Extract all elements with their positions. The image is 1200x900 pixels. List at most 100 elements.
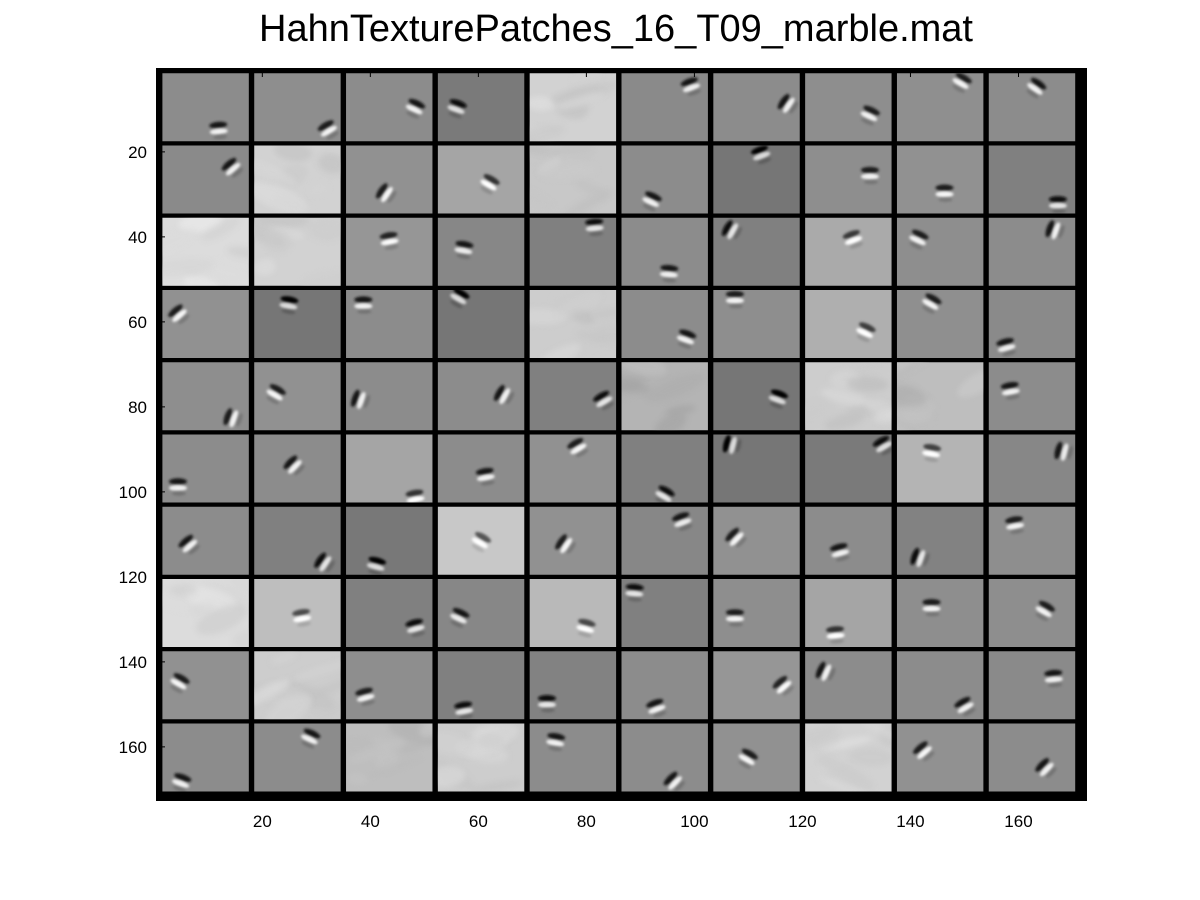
texture-streak xyxy=(865,400,892,419)
texture-streak xyxy=(232,630,249,647)
gabor-blob xyxy=(725,527,747,548)
gabor-blob xyxy=(1026,77,1047,99)
patch-background xyxy=(621,723,708,792)
gabor-blob xyxy=(480,174,500,195)
patch-background xyxy=(621,290,708,358)
texture-streak xyxy=(896,420,912,431)
texture-streak xyxy=(256,217,310,228)
gabor-blob xyxy=(266,384,286,405)
patch-r4-c5 xyxy=(529,290,617,358)
patch-r8-c7 xyxy=(713,579,800,647)
texture-streak xyxy=(254,679,291,710)
patch-background xyxy=(621,73,708,142)
texture-streak xyxy=(226,246,249,259)
patch-background xyxy=(437,651,525,720)
patch-background xyxy=(346,506,433,575)
axes-frame xyxy=(156,68,1087,801)
patch-r5-c10 xyxy=(988,362,1076,431)
patch-background xyxy=(896,434,984,503)
gabor-blob xyxy=(178,534,200,555)
y-tick-label: 80 xyxy=(128,398,147,417)
gabor-blob xyxy=(860,166,879,185)
patch-r4-c1 xyxy=(162,290,249,358)
patch-r8-c10 xyxy=(988,579,1076,647)
texture-streak xyxy=(805,725,837,751)
patch-r1-c4 xyxy=(437,73,525,142)
texture-streak xyxy=(169,584,198,597)
patch-background xyxy=(988,434,1076,503)
patch-background xyxy=(988,506,1076,575)
gabor-blob xyxy=(567,437,589,458)
patch-r1-c1 xyxy=(162,73,249,142)
gabor-blob xyxy=(680,77,701,96)
texture-streak xyxy=(196,604,248,635)
patch-r3-c9 xyxy=(896,217,984,286)
patch-r6-c1 xyxy=(162,434,249,503)
texture-streak xyxy=(367,756,425,779)
patch-r9-c3 xyxy=(346,651,433,720)
gabor-blob xyxy=(842,230,863,249)
texture-streak xyxy=(274,197,314,213)
patch-r9-c4 xyxy=(437,651,525,720)
gabor-blob xyxy=(1054,441,1074,461)
texture-streak xyxy=(896,362,935,380)
patch-r10-c10 xyxy=(988,723,1076,792)
patch-background xyxy=(896,217,984,286)
gabor-blob xyxy=(317,120,339,140)
y-tick-label: 100 xyxy=(119,483,147,502)
patch-r6-c8 xyxy=(805,434,892,503)
patch-r9-c1 xyxy=(162,651,249,720)
patch-background xyxy=(346,651,433,720)
texture-streak xyxy=(561,190,612,214)
gabor-blob xyxy=(738,748,758,769)
patch-r1-c5 xyxy=(529,73,617,142)
gabor-blob xyxy=(168,478,187,496)
patch-background xyxy=(896,723,984,792)
texture-streak xyxy=(861,723,892,743)
patch-r7-c9 xyxy=(896,506,984,575)
patch-r4-c4 xyxy=(437,290,525,358)
gabor-blob xyxy=(354,296,373,314)
texture-streak xyxy=(820,388,869,407)
texture-streak xyxy=(558,92,606,110)
texture-streak xyxy=(254,258,276,276)
patch-background xyxy=(988,723,1076,792)
patch-background xyxy=(805,290,892,358)
patch-background xyxy=(805,651,892,720)
gabor-blob xyxy=(826,626,845,644)
y-tick-label: 160 xyxy=(119,738,147,757)
gabor-blob xyxy=(168,304,190,325)
texture-streak xyxy=(437,732,475,756)
patch-r4-c3 xyxy=(346,290,433,358)
patch-r3-c5 xyxy=(529,217,617,286)
texture-streak xyxy=(621,375,650,394)
gabor-blob xyxy=(856,322,876,343)
gabor-blob xyxy=(555,534,576,554)
gabor-blob xyxy=(922,599,941,617)
texture-streak xyxy=(228,579,249,592)
x-tick-label: 160 xyxy=(1004,812,1032,831)
patch-background xyxy=(254,362,341,431)
gabor-blob xyxy=(952,73,972,93)
patch-r9-c7 xyxy=(713,651,800,720)
gabor-blob xyxy=(922,293,942,314)
patch-background xyxy=(529,651,617,720)
gabor-blob xyxy=(672,512,693,531)
patch-background xyxy=(988,73,1076,142)
tick-labels: 20 40 60 80 100 120 140 160 20 40 60 80 100 120 140 160 xyxy=(119,143,1033,831)
texture-streak xyxy=(854,362,887,371)
patch-r6-c6 xyxy=(621,434,708,503)
texture-streak xyxy=(529,96,555,111)
texture-streak xyxy=(293,660,341,681)
patch-r2-c3 xyxy=(346,145,433,214)
gabor-blob xyxy=(454,240,474,259)
texture-streak xyxy=(818,756,875,790)
texture-streak xyxy=(190,601,216,617)
patch-r5-c2 xyxy=(254,362,341,431)
gabor-blob xyxy=(537,695,556,713)
texture-streak xyxy=(203,581,249,605)
gabor-blob xyxy=(663,771,685,792)
texture-streak xyxy=(665,404,696,416)
gabor-blob xyxy=(722,434,742,455)
patch-r7-c6 xyxy=(621,506,708,575)
